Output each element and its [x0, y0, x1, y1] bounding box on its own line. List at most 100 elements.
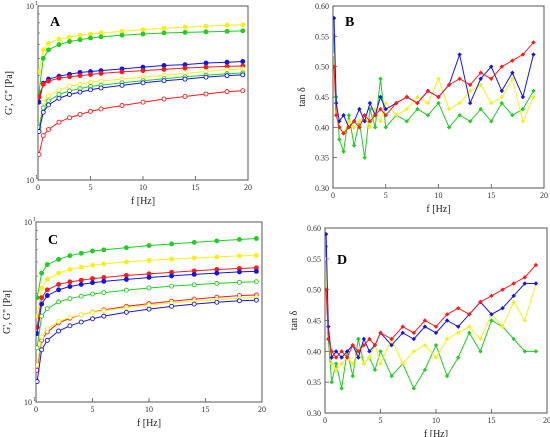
point-red [383, 113, 388, 118]
point-blue [240, 59, 246, 64]
point-yellow [236, 253, 242, 259]
y-tick-label: 10 [24, 218, 32, 227]
point-yellow-open [90, 309, 95, 315]
point-blue-open [191, 301, 197, 307]
point-green [78, 250, 84, 256]
x-tick-label: 15 [192, 183, 200, 192]
point-green [436, 100, 441, 106]
point-red [436, 94, 441, 100]
point-blue [433, 330, 439, 336]
point-blue [357, 106, 362, 112]
point-yellow [90, 262, 95, 268]
y-tick-exponent: 1 [33, 217, 36, 223]
y-tick-label: 0.55 [315, 32, 329, 41]
point-green [44, 262, 50, 268]
point-green [499, 100, 504, 106]
point-red-open [240, 88, 246, 94]
point-red [38, 94, 42, 100]
point-blue [444, 318, 450, 323]
point-yellow [367, 125, 373, 130]
plot-frame [35, 221, 263, 403]
point-green [362, 155, 367, 160]
point-green [161, 30, 167, 36]
y-tick-label: 0.30 [307, 409, 321, 418]
point-yellow [146, 257, 152, 263]
point-red-open [38, 152, 42, 158]
point-blue-open [67, 92, 72, 97]
point-blue [511, 293, 516, 299]
point-blue [422, 324, 428, 329]
point-yellow [346, 119, 352, 124]
series-line-blue [333, 18, 534, 129]
point-blue-open [77, 89, 83, 95]
point-red-open [56, 119, 62, 125]
point-green-open [44, 306, 50, 312]
series-line-red-open [36, 294, 257, 371]
point-blue [510, 70, 515, 75]
point-green [478, 349, 483, 354]
y-tick-label: 0.45 [307, 317, 321, 326]
point-green [489, 318, 494, 323]
point-red [533, 262, 539, 268]
point-yellow [522, 318, 527, 323]
point-green [88, 35, 93, 41]
y-tick-label: 0.60 [307, 224, 321, 233]
point-green [531, 88, 536, 94]
point-red [67, 74, 72, 80]
point-yellow-open [46, 93, 51, 99]
point-blue [169, 273, 175, 279]
x-tick-label: 15 [488, 416, 496, 425]
series-line-green [325, 246, 536, 390]
point-red [457, 76, 462, 81]
point-red [425, 88, 431, 94]
point-green [433, 342, 439, 348]
point-yellow-open [98, 78, 104, 84]
point-yellow [203, 23, 209, 29]
point-blue [520, 94, 526, 100]
point-red [446, 82, 452, 88]
point-blue [44, 293, 50, 299]
point-green [90, 248, 95, 254]
point-yellow [123, 259, 129, 265]
x-axis-label: f [Hz] [424, 429, 448, 437]
x-tick-label: 20 [244, 183, 252, 192]
point-green [56, 256, 62, 262]
point-green [456, 355, 461, 360]
point-blue [146, 274, 152, 280]
point-blue [411, 336, 416, 342]
point-blue [533, 281, 539, 286]
point-red [350, 342, 355, 348]
point-blue [489, 64, 494, 69]
point-yellow [339, 361, 344, 366]
point-blue-open [119, 82, 125, 88]
y-tick-exponent: 1 [35, 1, 38, 7]
point-red [467, 82, 473, 88]
y-axis-label: tan δ [289, 311, 300, 331]
y-tick-label: 10 [24, 398, 32, 407]
point-blue [67, 284, 73, 289]
point-blue-open [140, 80, 146, 86]
point-blue-open [169, 303, 175, 309]
point-red [56, 281, 62, 287]
point-blue [345, 349, 350, 354]
point-blue [522, 281, 527, 286]
point-yellow [56, 270, 62, 276]
point-red [415, 100, 420, 106]
point-yellow [404, 106, 410, 112]
point-green-open [236, 279, 242, 285]
point-yellow [214, 254, 220, 260]
point-red [489, 76, 494, 81]
point-green-open [101, 290, 107, 296]
point-red [78, 277, 84, 283]
point-red-open [98, 106, 104, 112]
point-blue [378, 94, 383, 100]
point-red [325, 287, 329, 292]
point-red [367, 336, 372, 342]
point-red-open [140, 99, 146, 105]
point-green [415, 106, 420, 112]
point-green [510, 113, 515, 118]
point-green [411, 386, 416, 391]
point-red [467, 312, 472, 317]
panel-label: C [48, 233, 58, 248]
point-green [425, 113, 431, 118]
